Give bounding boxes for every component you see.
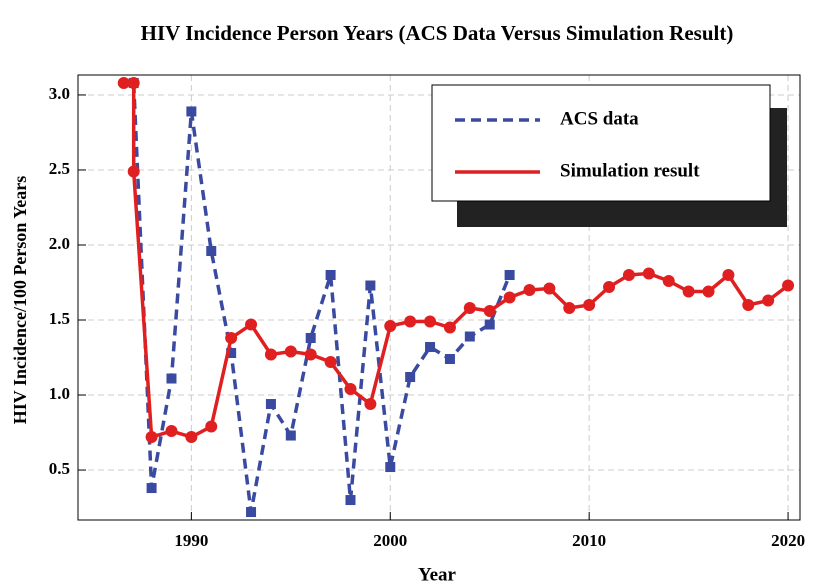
data-point xyxy=(404,315,417,328)
y-tick-label: 2.0 xyxy=(49,234,70,253)
data-point xyxy=(127,76,140,89)
data-point xyxy=(264,348,277,361)
data-point xyxy=(166,373,177,384)
y-axis-label: HIV Incidence/100 Person Years xyxy=(10,176,30,424)
data-point xyxy=(206,245,217,256)
data-point xyxy=(186,106,197,117)
data-point xyxy=(443,321,456,334)
y-tick-label: 1.5 xyxy=(49,309,70,328)
data-point xyxy=(226,348,237,359)
data-point xyxy=(742,299,755,312)
data-point xyxy=(483,305,496,318)
plot-frame xyxy=(77,74,801,521)
data-point xyxy=(463,302,476,315)
data-point xyxy=(384,320,397,333)
data-point xyxy=(146,483,157,494)
data-point xyxy=(444,354,455,365)
data-point xyxy=(285,430,296,441)
data-point xyxy=(365,280,376,291)
data-point xyxy=(782,279,795,292)
data-point xyxy=(185,431,198,444)
data-point xyxy=(484,319,495,330)
data-point xyxy=(325,269,336,280)
data-point xyxy=(345,495,356,506)
x-tick-label: 2000 xyxy=(373,531,407,550)
data-point xyxy=(205,420,218,433)
data-point xyxy=(425,342,436,353)
y-tick-label: 3.0 xyxy=(49,84,70,103)
data-point xyxy=(245,318,258,331)
data-point xyxy=(324,356,337,369)
y-tick-label: 2.5 xyxy=(49,159,70,178)
data-point xyxy=(424,315,437,328)
data-point xyxy=(145,431,158,444)
data-point xyxy=(117,76,130,89)
data-point xyxy=(165,425,178,438)
data-point xyxy=(603,280,616,293)
data-point xyxy=(523,283,536,296)
data-point xyxy=(583,299,596,312)
y-tick-label: 1.0 xyxy=(49,384,70,403)
data-point xyxy=(246,507,257,518)
data-point xyxy=(543,282,556,295)
data-point xyxy=(305,333,316,344)
x-axis-label: Year xyxy=(418,564,457,585)
data-point xyxy=(284,345,297,358)
data-point xyxy=(405,372,416,383)
data-point xyxy=(722,268,735,281)
data-point xyxy=(344,383,357,396)
data-point xyxy=(762,294,775,307)
y-tick-label: 0.5 xyxy=(49,459,70,478)
data-point xyxy=(504,269,515,280)
data-point xyxy=(265,399,276,410)
data-point xyxy=(364,398,377,411)
data-point xyxy=(702,285,715,298)
x-tick-label: 2010 xyxy=(572,531,606,550)
data-point xyxy=(503,291,516,304)
data-point xyxy=(622,268,635,281)
data-point xyxy=(225,332,238,345)
data-point xyxy=(662,274,675,287)
legend-label: Simulation result xyxy=(560,160,700,181)
data-point xyxy=(682,285,695,298)
data-point xyxy=(127,165,140,178)
data-point xyxy=(464,331,475,342)
chart-title: HIV Incidence Person Years (ACS Data Ver… xyxy=(141,21,734,45)
data-point xyxy=(385,462,396,473)
x-tick-label: 2020 xyxy=(771,531,805,550)
data-point xyxy=(563,302,576,315)
data-point xyxy=(304,348,317,361)
legend-box xyxy=(431,84,771,202)
legend-label: ACS data xyxy=(560,108,639,129)
data-point xyxy=(642,267,655,280)
x-tick-label: 1990 xyxy=(174,531,208,550)
